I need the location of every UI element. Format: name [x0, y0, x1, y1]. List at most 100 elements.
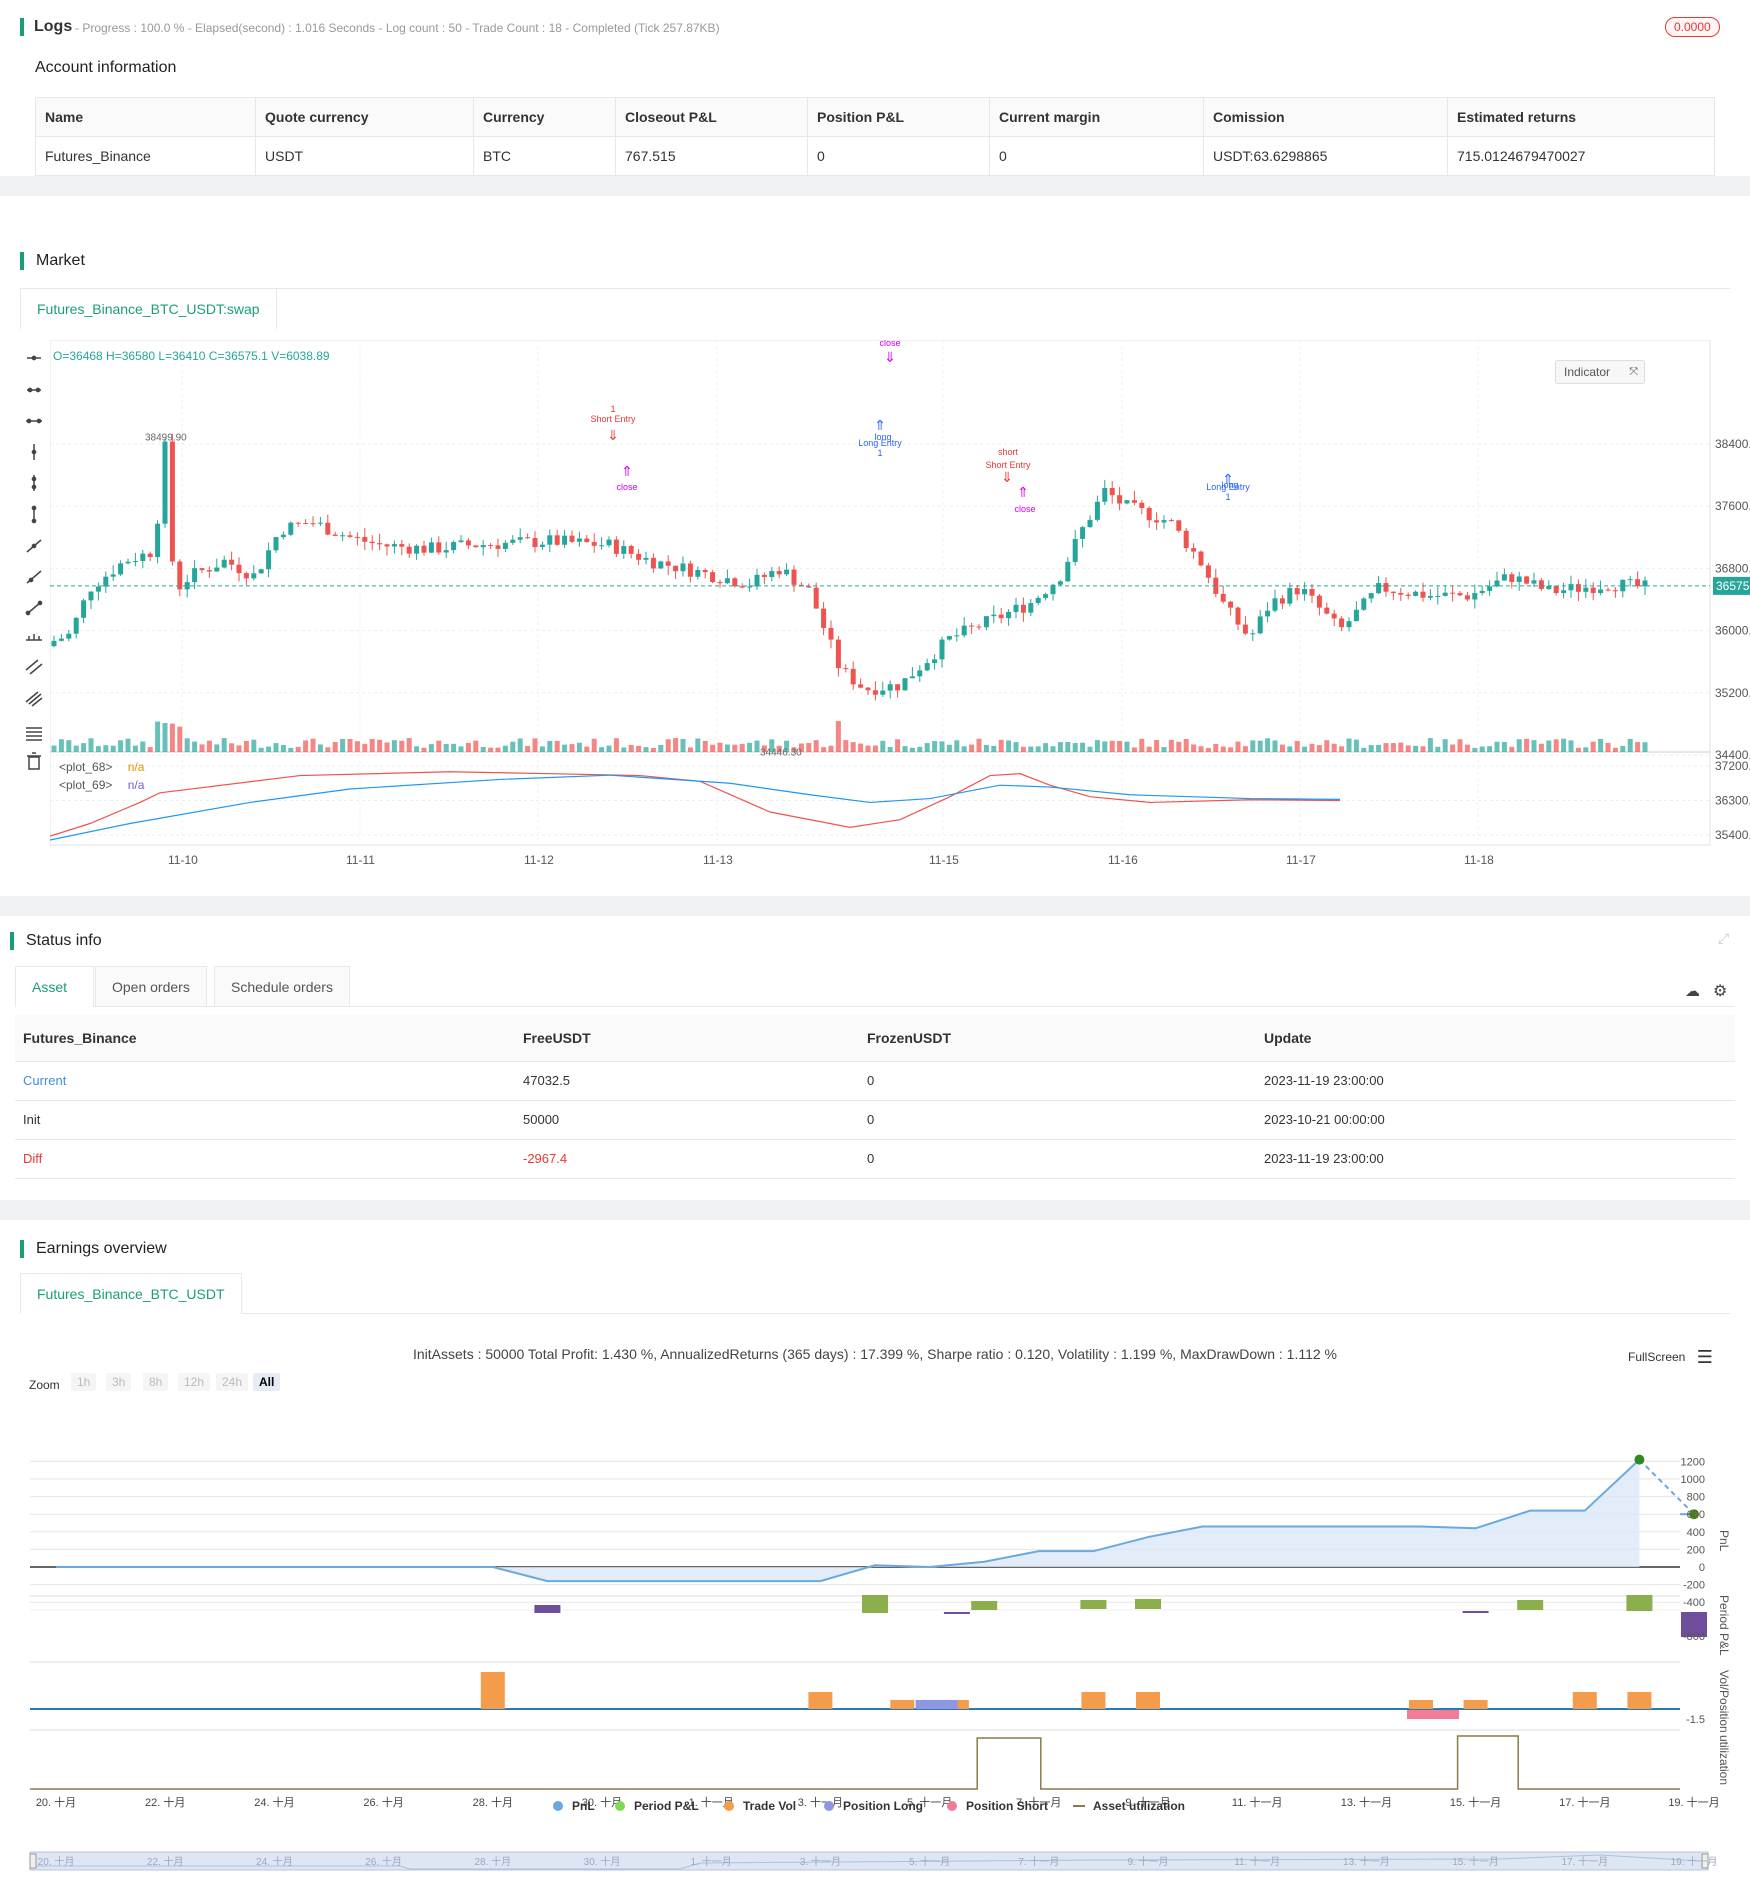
horizontal-line-icon[interactable] — [27, 355, 41, 361]
pitchfork-icon[interactable] — [25, 691, 43, 707]
volume-bar — [1183, 738, 1189, 752]
navigator-bar[interactable]: 20. 十月 22. 十月 24. 十月 26. 十月 28. 十月 30. 十月 1. 十… — [29, 1851, 1717, 1871]
candle-body — [332, 534, 338, 536]
candle-body — [428, 542, 434, 553]
volume-bar — [1575, 747, 1581, 752]
candle-body — [214, 567, 220, 572]
trash-icon[interactable] — [27, 752, 41, 770]
candle-body — [414, 545, 420, 554]
candle-body — [1538, 580, 1544, 589]
volume-bar — [236, 745, 242, 752]
volume-bar — [591, 738, 597, 752]
parallel-channel-icon[interactable] — [25, 659, 43, 675]
indicator-button[interactable]: Indicator ⤧ — [1555, 360, 1645, 384]
vertical-ray-icon[interactable] — [31, 475, 37, 491]
volume-bar — [184, 738, 190, 752]
expand-icon[interactable]: ⤢ — [1718, 930, 1730, 946]
pnl-tick: 1200 — [1681, 1456, 1705, 1468]
trend-ray-icon[interactable] — [26, 570, 42, 584]
volume-bar — [295, 746, 301, 752]
volume-bar — [140, 741, 146, 752]
candle-body — [1117, 495, 1123, 504]
volume-bar — [1228, 747, 1234, 752]
pnl-tick: -200 — [1683, 1580, 1705, 1592]
candle-body — [480, 545, 486, 548]
table-row: Current 47032.5 0 2023-11-19 23:00:00 — [15, 1061, 1735, 1101]
volume-bar — [1080, 742, 1086, 752]
candle-body — [517, 537, 523, 540]
candles — [50, 433, 1710, 701]
candle-body — [880, 690, 886, 695]
candle-body — [828, 627, 834, 640]
short-entry-qty: 1 — [610, 404, 615, 414]
pnl-projection — [1638, 1458, 1695, 1515]
volume-bar — [917, 746, 923, 752]
candle-body — [939, 639, 945, 660]
account-title: Account information — [35, 59, 177, 76]
tab-earnings-symbol[interactable]: Futures_Binance_BTC_USDT — [20, 1273, 242, 1314]
legend-item: Asset utilization — [1093, 1799, 1185, 1813]
fullscreen-button[interactable]: FullScreen ☰ — [1628, 1347, 1713, 1368]
drawing-toolbar — [24, 350, 44, 785]
zoom-24h[interactable]: 24h — [216, 1373, 249, 1391]
vertical-segment-icon[interactable] — [31, 505, 37, 524]
tab-open-orders[interactable]: Open orders — [95, 966, 207, 1006]
volume-bar — [206, 740, 212, 752]
zoom-8h[interactable]: 8h — [143, 1373, 169, 1391]
candle-body — [710, 572, 716, 583]
date-tick: 11-10 — [168, 853, 198, 867]
tab-schedule-orders[interactable]: Schedule orders — [214, 966, 350, 1006]
candle-body — [1435, 595, 1441, 597]
volume-bar — [747, 742, 753, 752]
volume-bar — [1472, 747, 1478, 752]
period-pnl-bar — [1462, 1611, 1489, 1613]
volume-bar — [192, 741, 198, 752]
extended-line-icon[interactable] — [26, 418, 42, 424]
settings-icon[interactable]: ⚙ — [1713, 983, 1728, 1000]
horizontal-ray-icon[interactable] — [27, 387, 41, 393]
candle-body — [1191, 548, 1197, 552]
long-entry-qty-2: 1 — [1225, 492, 1230, 502]
earnings-legend[interactable]: PnL Period P&L Trade Vol Position Long Posit… — [553, 1799, 1185, 1813]
trend-line-icon[interactable] — [26, 539, 42, 553]
indicator-tick: 37200.00 — [1715, 759, 1750, 773]
short-entry-label: Short Entry — [590, 414, 636, 424]
pnl-tick: -400 — [1683, 1597, 1705, 1609]
volume-bar — [1361, 747, 1367, 752]
candle-body — [169, 441, 175, 562]
trend-segment-icon[interactable] — [25, 600, 43, 616]
navigator-tick: 20. 十月 — [38, 1855, 75, 1868]
volume-bar — [1176, 741, 1182, 752]
volume-bar — [754, 740, 760, 752]
volume-bar — [81, 743, 87, 752]
tab-market-symbol[interactable]: Futures_Binance_BTC_USDT:swap — [20, 288, 277, 329]
volume-bar — [132, 745, 138, 752]
zoom-3h[interactable]: 3h — [106, 1373, 132, 1391]
period-pnl-bar — [1135, 1599, 1161, 1609]
period-pnl-bar — [1080, 1600, 1107, 1609]
fibonacci-icon[interactable] — [26, 727, 42, 741]
candle-body — [650, 557, 656, 569]
legend-marker — [553, 1801, 563, 1811]
candle-body — [162, 441, 168, 524]
date-tick: 11-15 — [929, 853, 959, 867]
tab-asset[interactable]: Asset — [15, 966, 94, 1007]
volume-bar — [1287, 746, 1293, 752]
short-arrow-icon: ⇓ — [607, 427, 619, 443]
vertical-line-icon[interactable] — [31, 444, 37, 460]
volume-bar — [813, 740, 819, 752]
cloud-download-icon[interactable]: ☁ — [1685, 983, 1700, 1000]
zoom-1h[interactable]: 1h — [71, 1373, 97, 1391]
close-label-1: close — [616, 482, 637, 492]
price-range-icon[interactable] — [26, 634, 42, 641]
plot-frame — [50, 340, 1711, 846]
candle-body — [184, 582, 190, 590]
plot-68-line — [50, 771, 1341, 837]
candle-body — [421, 545, 427, 553]
cell: 0 — [807, 136, 990, 176]
earnings-chart[interactable]: 1200 1000 800 600 400 200 0 -200 -400 PnL -800 Peri… — [0, 1400, 1750, 1898]
market-chart[interactable]: 38400.00 37600.00 36800.00 36000.00 35200.00… — [50, 340, 1750, 880]
zoom-12h[interactable]: 12h — [178, 1373, 211, 1391]
zoom-all[interactable]: All — [253, 1373, 281, 1391]
volume-bar — [776, 745, 782, 752]
